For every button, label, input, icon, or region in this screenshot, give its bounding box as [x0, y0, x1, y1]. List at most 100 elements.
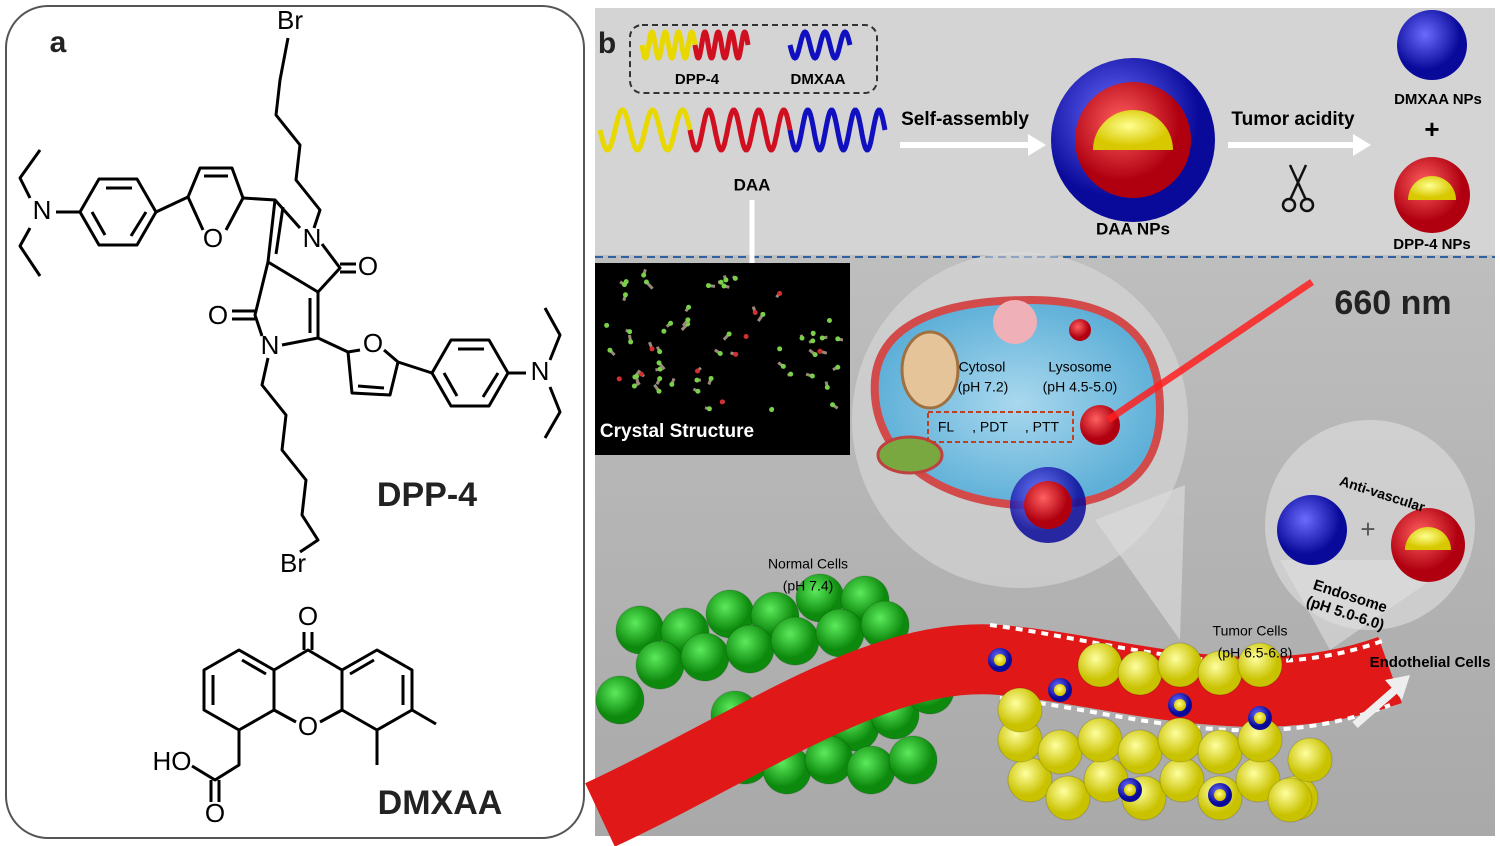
- crystal-panel: [595, 263, 850, 455]
- atom: [733, 351, 739, 357]
- cell-ball: [1237, 642, 1283, 688]
- cell-ball: [595, 675, 645, 725]
- atom: [826, 317, 832, 323]
- label: Endothelial Cells: [1370, 654, 1491, 671]
- np-core: [1214, 789, 1226, 801]
- helix: [787, 107, 888, 153]
- label: 660 nm: [1334, 284, 1451, 322]
- compound-name: DPP-4: [377, 476, 477, 514]
- atom: [628, 339, 634, 345]
- dpp4-bonds: [18, 37, 562, 554]
- panel-label: b: [598, 27, 616, 60]
- atom: [719, 399, 725, 405]
- atom: N: [261, 330, 280, 360]
- helix: [687, 107, 793, 153]
- atom: N: [531, 356, 550, 386]
- label: Cytosol: [959, 359, 1006, 375]
- compound-name: DMXAA: [378, 784, 503, 822]
- cell-ball: [1077, 717, 1123, 763]
- atom: [788, 371, 794, 377]
- cell-ball: [725, 624, 775, 674]
- panel-label: a: [50, 26, 67, 59]
- np-core: [1254, 712, 1266, 724]
- atom: [760, 311, 766, 317]
- atom: [641, 272, 647, 278]
- atom: [694, 377, 700, 383]
- helix: [787, 29, 853, 61]
- cell-ball: [846, 745, 896, 795]
- atom: [668, 320, 674, 326]
- atom: [810, 330, 816, 336]
- cell-ball: [1045, 775, 1091, 821]
- np-core: [1174, 699, 1186, 711]
- effects-box: [927, 411, 1074, 443]
- dmxaa-np: [1397, 10, 1467, 80]
- helices: [597, 29, 888, 153]
- atom: [835, 336, 841, 342]
- cell-ball: [1157, 717, 1203, 763]
- lysosome-np: [1080, 405, 1120, 445]
- arrow-head: [1028, 134, 1046, 156]
- cell-ball: [1267, 777, 1313, 823]
- atom: [631, 383, 637, 389]
- atom: [649, 346, 655, 352]
- atom: [706, 406, 712, 412]
- atom: [627, 329, 633, 335]
- atom: Br: [280, 548, 306, 578]
- atom: [732, 275, 738, 281]
- cell-ball: [1117, 650, 1163, 696]
- label: Crystal Structure: [600, 421, 754, 442]
- label: DMXAA NPs: [1394, 91, 1482, 108]
- legend-label: DPP-4: [675, 71, 720, 88]
- legend-label: DMXAA: [791, 71, 846, 88]
- panel-a-frame: [5, 5, 585, 839]
- atom: O: [203, 223, 223, 253]
- label: (pH 6.5-6.8): [1218, 645, 1293, 661]
- arrow-head: [1385, 675, 1410, 700]
- atom: [656, 388, 662, 394]
- label: +: [1360, 514, 1375, 544]
- label: DAA NPs: [1096, 219, 1170, 238]
- atom: [669, 381, 675, 387]
- helix: [692, 29, 751, 61]
- atom: [708, 375, 714, 381]
- label: Tumor Cells: [1213, 623, 1288, 639]
- daa-np-core: [1093, 110, 1173, 150]
- label: (pH 4.5-5.0): [1043, 379, 1118, 395]
- cell-ball: [1117, 729, 1163, 775]
- atom: [721, 283, 727, 289]
- scissors: [1281, 164, 1315, 213]
- arrow: [1352, 686, 1398, 729]
- label: Self-assembly: [901, 109, 1029, 130]
- atom: [780, 363, 786, 369]
- atom: O: [205, 798, 225, 828]
- nucleus: [900, 330, 960, 410]
- atom: [752, 310, 758, 316]
- label: FL: [938, 419, 955, 435]
- np-core: [1124, 784, 1136, 796]
- label: , PTT: [1025, 419, 1060, 435]
- cell-ball: [770, 616, 820, 666]
- cell-ball: [635, 640, 685, 690]
- laser: [1106, 279, 1314, 423]
- label: Lysosome: [1048, 359, 1112, 375]
- atom: [643, 279, 649, 285]
- atom: [718, 279, 724, 285]
- atom: [769, 407, 775, 413]
- atom: [686, 304, 692, 310]
- atom: O: [363, 328, 383, 358]
- endocytosed-np-core: [1024, 481, 1072, 529]
- atom: [638, 371, 644, 377]
- atom: [657, 349, 663, 355]
- cell-ball: [1157, 642, 1203, 688]
- mitochondrion: [876, 435, 944, 475]
- label: Tumor acidity: [1231, 109, 1355, 130]
- label: , PDT: [972, 419, 1008, 435]
- atom: [604, 322, 610, 328]
- helix: [639, 29, 698, 61]
- atom: [607, 347, 613, 353]
- atom: [622, 292, 628, 298]
- atom: [777, 346, 783, 352]
